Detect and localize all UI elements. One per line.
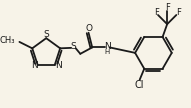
Text: O: O bbox=[86, 24, 93, 33]
Text: F: F bbox=[165, 3, 170, 12]
Text: N: N bbox=[104, 42, 111, 51]
Text: F: F bbox=[154, 8, 159, 17]
Text: F: F bbox=[176, 8, 181, 17]
Text: S: S bbox=[43, 30, 49, 39]
Text: Cl: Cl bbox=[135, 80, 144, 90]
Text: N: N bbox=[31, 61, 38, 70]
Text: S: S bbox=[70, 42, 76, 51]
Text: CH₃: CH₃ bbox=[0, 37, 15, 45]
Text: H: H bbox=[105, 49, 110, 55]
Text: N: N bbox=[55, 61, 61, 70]
